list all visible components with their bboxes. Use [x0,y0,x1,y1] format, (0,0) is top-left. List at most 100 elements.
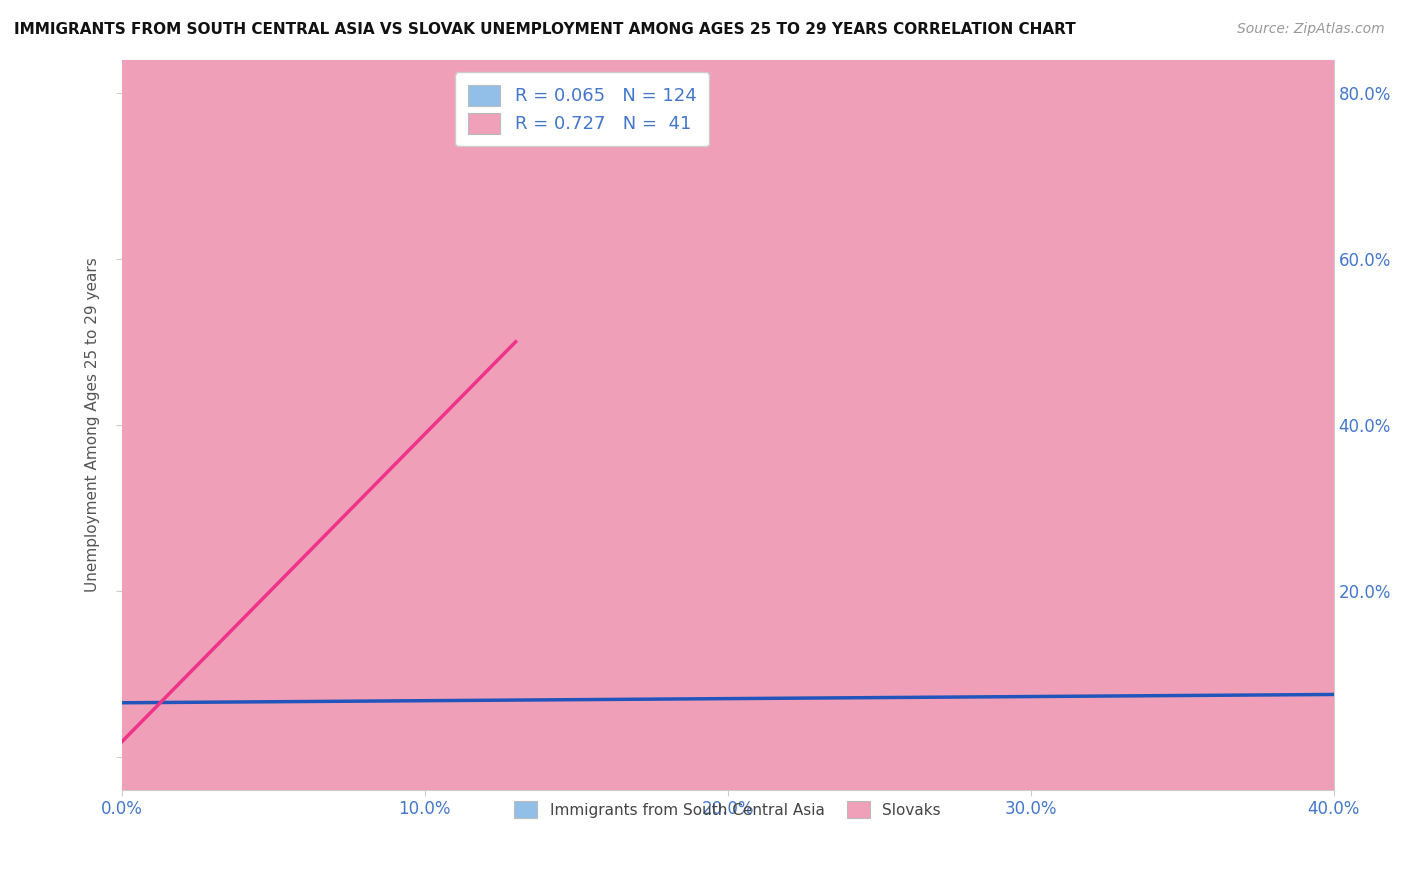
Point [131,751,153,765]
Point [117,650,139,665]
Point [169,633,191,648]
Point [1042,641,1064,656]
Point [120,691,142,706]
Point [156,575,179,590]
Point [125,625,148,640]
Point [162,681,184,695]
Point [855,772,877,787]
Point [294,697,316,711]
Point [135,730,157,744]
Text: IMMIGRANTS FROM SOUTH CENTRAL ASIA VS SLOVAK UNEMPLOYMENT AMONG AGES 25 TO 29 YE: IMMIGRANTS FROM SOUTH CENTRAL ASIA VS SL… [14,22,1076,37]
Point [247,401,270,416]
Point [169,755,191,769]
Point [745,675,768,690]
Y-axis label: Unemployment Among Ages 25 to 29 years: Unemployment Among Ages 25 to 29 years [86,258,100,592]
Point [135,739,157,753]
Point [770,759,793,773]
Point [262,779,284,793]
Point [120,675,142,690]
Point [1136,776,1159,790]
Point [505,713,527,727]
Point [177,186,200,200]
Point [364,731,387,746]
Point [121,691,143,706]
Point [135,683,157,698]
Point [136,713,159,727]
Point [148,721,170,735]
Point [125,683,148,698]
Point [170,772,193,786]
Point [122,690,145,704]
Point [115,713,138,727]
Point [148,703,170,717]
Point [122,732,145,747]
Point [120,765,142,780]
Point [316,239,339,253]
Point [159,650,181,665]
Legend: Immigrants from South Central Asia, Slovaks: Immigrants from South Central Asia, Slov… [506,793,949,826]
Point [301,735,323,749]
Point [120,658,142,673]
Point [264,675,287,690]
Point [160,711,183,725]
Point [114,758,136,772]
Point [114,704,136,718]
Point [350,650,373,665]
Point [129,685,152,699]
Point [219,484,242,499]
Point [212,734,235,748]
Point [160,728,183,742]
Point [1142,666,1164,681]
Point [148,521,170,535]
Point [150,730,173,744]
Point [855,751,877,765]
Point [195,550,218,565]
Point [274,748,297,763]
Point [138,734,160,748]
Point [150,709,173,723]
Point [122,696,145,710]
Point [114,706,136,720]
Point [193,722,215,736]
Point [228,575,250,590]
Point [671,750,693,764]
Point [273,719,295,733]
Point [127,721,149,735]
Point [302,686,325,700]
Point [114,732,136,747]
Point [242,749,264,764]
Point [465,567,488,582]
Point [117,698,139,712]
Point [152,700,174,714]
Point [124,694,146,708]
Point [132,641,155,656]
Point [839,744,862,758]
Point [494,772,516,787]
Point [934,747,956,762]
Point [153,781,176,796]
Text: ZIPatlas: ZIPatlas [546,385,910,464]
Point [135,621,157,635]
Point [600,525,623,540]
Point [115,735,138,749]
Point [233,774,256,789]
Point [988,592,1011,607]
Point [224,762,246,776]
Point [153,725,176,739]
Point [132,736,155,750]
Point [727,765,749,780]
Point [148,608,170,623]
Point [1007,717,1029,731]
Point [150,666,173,681]
Point [187,583,209,598]
Point [1146,683,1168,698]
Point [420,467,443,482]
Point [250,734,273,748]
Point [132,691,155,706]
Point [114,747,136,761]
Point [176,755,198,769]
Point [173,735,195,749]
Point [118,690,141,704]
Point [131,736,153,750]
Point [695,783,717,797]
